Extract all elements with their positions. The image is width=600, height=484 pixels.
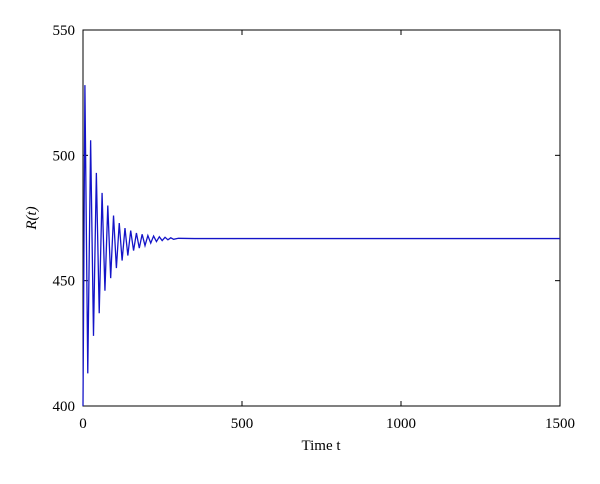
data-line <box>82 85 560 407</box>
plot-frame <box>82 29 561 407</box>
x-tick-label: 1000 <box>386 416 416 432</box>
y-axis-label: R(t) <box>24 206 40 230</box>
y-tick-label: 500 <box>53 148 76 164</box>
x-axis-label: Time t <box>301 438 341 454</box>
x-tick-label: 500 <box>231 416 254 432</box>
y-tick-label: 400 <box>53 399 76 415</box>
x-tick-label: 0 <box>79 416 87 432</box>
x-tick-label: 1500 <box>545 416 575 432</box>
y-tick-label: 550 <box>53 23 76 39</box>
y-tick-label: 450 <box>53 274 76 290</box>
